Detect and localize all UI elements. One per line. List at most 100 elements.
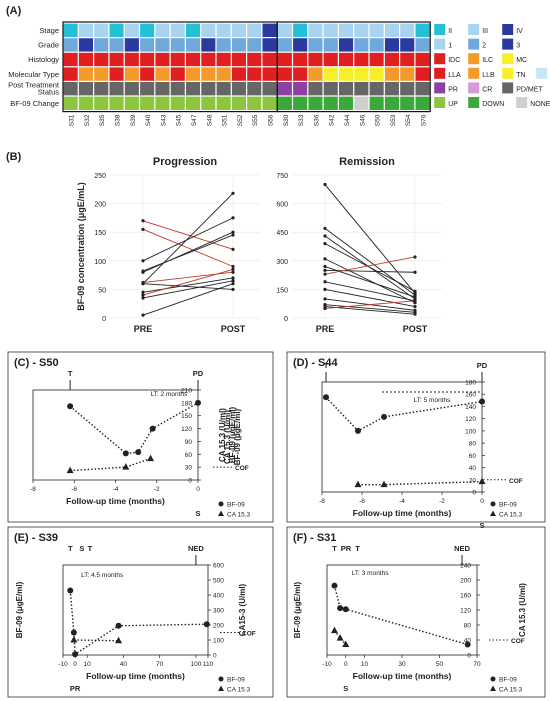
y-tick-label: 450 bbox=[276, 230, 288, 237]
y-tick-label: 0 bbox=[102, 316, 106, 323]
legend-ca153: CA 15.3 bbox=[499, 687, 523, 694]
heatmap-cell bbox=[63, 67, 78, 81]
y-tick-label: 160 bbox=[460, 593, 471, 600]
legend-label: 3 bbox=[516, 43, 520, 50]
column-label: S38 bbox=[115, 114, 122, 126]
heatmap-cell bbox=[369, 23, 384, 37]
column-label: S48 bbox=[206, 114, 213, 126]
panel-letter-b: (B) bbox=[6, 151, 22, 163]
legend-label: III bbox=[482, 28, 488, 35]
heatmap-cell bbox=[323, 52, 338, 67]
heatmap-cell bbox=[323, 67, 338, 81]
column-label: S76 bbox=[421, 114, 428, 126]
plot-area bbox=[32, 389, 199, 481]
legend-swatch bbox=[468, 24, 480, 35]
legend-swatch bbox=[536, 67, 548, 79]
heatmap-cell bbox=[155, 38, 170, 52]
data-point bbox=[141, 219, 145, 223]
heatmap-cell bbox=[400, 52, 415, 67]
series-line bbox=[324, 228, 416, 296]
legend-swatch bbox=[502, 53, 514, 65]
heatmap-cell bbox=[293, 82, 308, 96]
column-label: S51 bbox=[222, 114, 229, 126]
y-tick-label: 0 bbox=[188, 478, 192, 485]
bf09-point bbox=[342, 606, 349, 613]
heatmap-cell bbox=[354, 38, 369, 52]
legend-label: TN bbox=[516, 72, 525, 79]
y-tick-label: 120 bbox=[181, 426, 192, 433]
heatmap-cell bbox=[170, 38, 185, 52]
heatmap-cell bbox=[384, 52, 399, 67]
column-label: S52 bbox=[237, 114, 244, 126]
bf09-point bbox=[355, 427, 361, 434]
y-tick-label: 120 bbox=[460, 608, 471, 615]
legend-bf09: BF-09 bbox=[499, 677, 517, 684]
x-tick-label: 30 bbox=[398, 661, 406, 668]
x-tick-label: -4 bbox=[399, 498, 405, 505]
legend-bf09: BF-09 bbox=[227, 677, 245, 684]
heatmap-cell bbox=[400, 67, 415, 81]
data-point bbox=[141, 296, 145, 300]
heatmap-cell bbox=[201, 67, 216, 81]
series-line bbox=[324, 304, 416, 313]
y-tick-label: 140 bbox=[465, 404, 476, 411]
heatmap-cell bbox=[308, 38, 323, 52]
legend-bf09: BF-09 bbox=[227, 502, 245, 509]
marker-s: S bbox=[343, 684, 348, 693]
legend-label: PR bbox=[448, 86, 458, 93]
legend-ca153-marker bbox=[490, 685, 496, 691]
legend-label: 2 bbox=[482, 43, 486, 50]
legend-swatch bbox=[434, 38, 446, 50]
column-label: S55 bbox=[252, 114, 259, 126]
legend-swatch bbox=[434, 97, 446, 108]
lt-label: LT: 5 months bbox=[414, 397, 451, 404]
marker-s: S bbox=[195, 509, 200, 518]
legend-label: IV bbox=[516, 28, 523, 35]
heatmap-cell bbox=[124, 96, 139, 110]
heatmap-cell bbox=[247, 96, 262, 110]
heatmap-cell bbox=[323, 96, 338, 110]
y-tick-label: 80 bbox=[464, 623, 472, 630]
x-tick-label: PRE bbox=[134, 324, 153, 334]
marker-t: T bbox=[332, 544, 337, 553]
row-label: Grade bbox=[38, 41, 59, 50]
column-label: S42 bbox=[329, 114, 336, 126]
heatmap-cell bbox=[216, 96, 231, 110]
heatmap-cell bbox=[186, 67, 201, 81]
heatmap-cell bbox=[170, 52, 185, 67]
heatmap-cell bbox=[323, 38, 338, 52]
heatmap-cell bbox=[415, 38, 430, 52]
panel-frame bbox=[286, 526, 546, 698]
x-axis-label: Follow-up time (months) bbox=[353, 508, 452, 518]
y-tick-label: 0 bbox=[467, 653, 471, 660]
series-line bbox=[324, 243, 416, 292]
y-tick-label: 160 bbox=[465, 392, 476, 399]
x-tick-label: -10 bbox=[58, 661, 68, 668]
data-point bbox=[141, 293, 145, 297]
series-line-ca153 bbox=[70, 457, 151, 472]
heatmap-cell bbox=[216, 82, 231, 96]
x-tick-label: POST bbox=[403, 324, 428, 334]
y-axis-label: BF-09 (μgE/ml) bbox=[293, 581, 302, 638]
heatmap-cell bbox=[354, 23, 369, 37]
data-point bbox=[231, 276, 235, 280]
series-line bbox=[324, 258, 416, 304]
plot-area bbox=[321, 381, 483, 493]
legend-label: LLA bbox=[448, 72, 461, 79]
legend-swatch bbox=[502, 82, 514, 94]
heatmap-cell bbox=[247, 38, 262, 52]
x-tick-label: 10 bbox=[84, 661, 92, 668]
bf09-point bbox=[135, 449, 142, 456]
panel-frame bbox=[7, 526, 274, 698]
series-line bbox=[142, 217, 234, 262]
heatmap-cell bbox=[155, 82, 170, 96]
heatmap-cell bbox=[369, 52, 384, 67]
cof-label: COF bbox=[511, 638, 525, 645]
legend-label: UP bbox=[448, 101, 458, 108]
heatmap-cell bbox=[170, 67, 185, 81]
panel-frame bbox=[7, 351, 274, 523]
heatmap-cell bbox=[109, 38, 124, 52]
heatmap-cell bbox=[140, 67, 155, 81]
x-tick-label: -2 bbox=[154, 486, 160, 493]
x-tick-label: 50 bbox=[436, 661, 444, 668]
